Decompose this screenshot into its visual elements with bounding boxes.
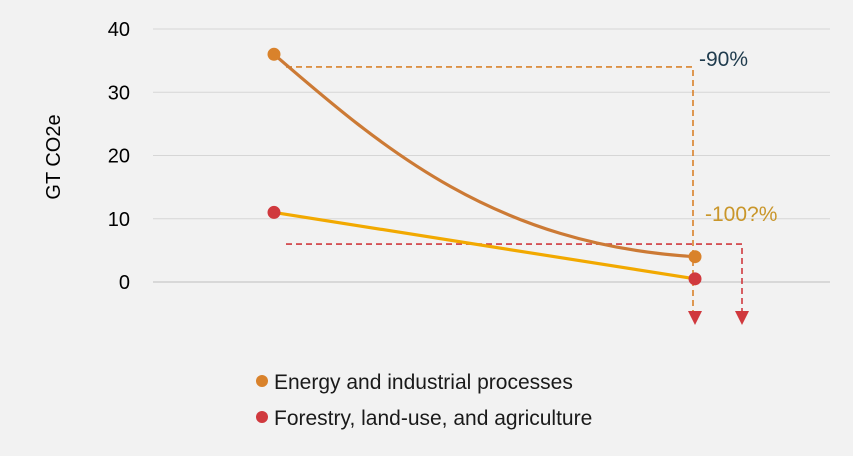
legend-label: Forestry, land-use, and agriculture bbox=[274, 407, 592, 430]
y-tick-label: 20 bbox=[108, 146, 130, 168]
annotation-energy-reduction: -90% bbox=[699, 48, 748, 71]
legend-label: Energy and industrial processes bbox=[274, 371, 573, 394]
marker-energy-start bbox=[267, 47, 281, 61]
reference-line-energy bbox=[286, 66, 694, 312]
marker-forestry-start bbox=[267, 205, 281, 219]
legend-marker bbox=[256, 375, 268, 387]
annotations: -90% -100?% bbox=[699, 48, 777, 226]
arrowhead-energy bbox=[688, 311, 702, 325]
y-tick-label: 30 bbox=[108, 82, 130, 104]
series-lines bbox=[272, 53, 696, 281]
y-axis-title: GT CO2e bbox=[43, 114, 65, 199]
gridlines bbox=[153, 28, 830, 283]
series-markers bbox=[267, 47, 702, 286]
reference-line-forestry bbox=[286, 243, 743, 312]
series-line-forestry bbox=[273, 210, 696, 281]
marker-energy-end bbox=[688, 250, 702, 264]
y-axis: 0 10 20 30 40 bbox=[108, 19, 130, 294]
y-tick-label: 10 bbox=[108, 209, 130, 231]
legend-marker bbox=[256, 411, 268, 423]
arrow-markers bbox=[688, 311, 749, 325]
marker-forestry-end bbox=[688, 272, 702, 286]
legend: Energy and industrial processes Forestry,… bbox=[256, 371, 592, 430]
y-tick-label: 0 bbox=[119, 272, 130, 294]
reference-lines bbox=[286, 66, 743, 312]
arrowhead-forestry bbox=[735, 311, 749, 325]
series-line-energy bbox=[272, 53, 696, 259]
annotation-forestry-reduction: -100?% bbox=[705, 203, 777, 226]
y-tick-label: 40 bbox=[108, 19, 130, 41]
